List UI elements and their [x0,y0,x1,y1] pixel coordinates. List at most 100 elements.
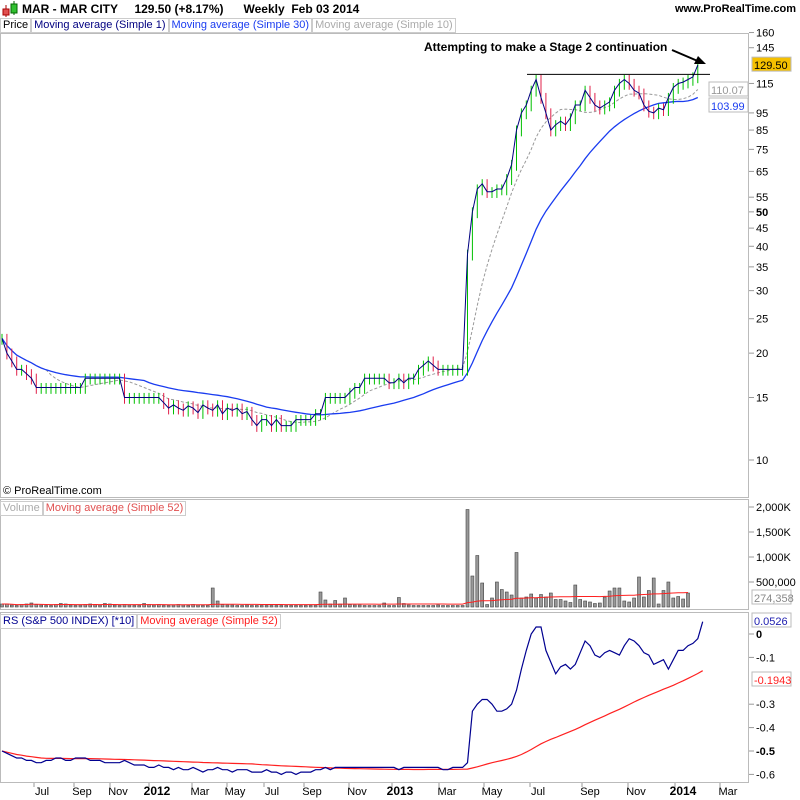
volume-bar [637,576,641,608]
volume-bar [127,604,132,608]
volume-bar [548,592,553,608]
price-tick-label: 35 [756,262,768,274]
rs-tick-label: -0.5 [756,746,775,758]
volume-bar [343,597,347,608]
legend-volume-ma52[interactable]: Moving average (Simple 52) [42,501,187,516]
volume-bar [117,605,122,608]
volume-bar [656,603,661,608]
volume-bar [73,605,78,608]
volume-bar [186,605,190,608]
volume-bar [671,597,676,608]
legend-rs[interactable]: RS (S&P 500 INDEX) [*10] [0,614,138,629]
volume-bar [44,605,48,608]
volume-bar [230,604,235,608]
rs-tick-label: -0.6 [756,769,775,781]
volume-bar [475,555,480,608]
x-tick-label: Mar [719,786,738,798]
legend-ma10[interactable]: Moving average (Simple 10) [312,18,456,33]
volume-bar [269,605,274,608]
price-tick-label: 145 [756,43,774,55]
price-tick-label: 45 [756,223,768,235]
volume-bar [622,600,627,608]
volume-bar [431,605,436,608]
volume-bar [181,604,186,608]
volume-bar [78,604,83,608]
volume-legend: Volume Moving average (Simple 52) [0,501,187,516]
legend-price[interactable]: Price [0,18,32,33]
x-tick-label: May [482,786,503,798]
volume-bar [210,587,215,608]
volume-bar [255,605,259,608]
annotation-text: Attempting to make a Stage 2 continuatio… [424,40,668,54]
volume-bar [259,605,264,608]
arrow-head-icon [694,56,706,64]
rs-tick-label: -0.3 [756,699,775,711]
volume-bar [563,600,568,608]
volume-bar [152,604,156,608]
last-rs-ma-label-box [751,671,792,687]
volume-bar [245,604,249,608]
volume-bar [240,605,244,608]
last-price-label: 129.50 [754,60,788,72]
legend-ma1[interactable]: Moving average (Simple 1) [31,18,169,33]
volume-bar [289,605,293,608]
price-tick-label: 85 [756,125,768,137]
volume-bar [318,591,323,608]
volume-bar [661,590,666,608]
x-tick-label: Sep [302,786,322,798]
price-tick-label: 25 [756,314,768,326]
volume-bar [294,605,298,608]
chart-header: MAR - MAR CITY 129.50 (+8.17%) Weekly Fe… [0,0,800,18]
volume-bar [206,605,210,608]
volume-bar [426,605,431,608]
volume-bar [58,603,63,608]
legend-ma30[interactable]: Moving average (Simple 30) [168,18,313,33]
volume-bar [597,602,602,608]
volume-bar [39,604,44,608]
volume-bar [382,602,387,608]
volume-tick-label: 1,500K [756,527,792,539]
volume-bar [323,599,328,608]
last-rs-ma-label: -0.1943 [754,675,791,687]
rs-tick-label: 0 [756,629,762,641]
volume-bar [112,604,117,608]
volume-bar [509,594,514,608]
volume-bar [416,605,421,608]
volume-bar [352,604,357,608]
last-volume-ma-label: 274,358 [754,593,794,605]
volume-tick-label: 1,000K [756,552,792,564]
rs-tick-label: -0.4 [756,723,775,735]
volume-bar [411,605,416,608]
volume-bar [372,605,377,608]
volume-bar [646,590,651,608]
volume-bar [308,605,313,608]
price-tick-label: 55 [756,192,768,204]
price-tick-label: 40 [756,241,768,253]
volume-bar [588,601,592,608]
x-tick-label: 2013 [387,784,414,798]
volume-bar [142,603,146,608]
volume-bar [171,604,176,608]
volume-bar [279,605,284,608]
volume-bar [441,605,445,608]
volume-bar [558,599,563,608]
volume-bar [137,605,141,608]
volume-bar [455,605,460,608]
volume-bar [514,552,519,608]
legend-rs-ma52[interactable]: Moving average (Simple 52) [137,614,281,629]
volume-bar [250,605,254,608]
x-tick-label: Jul [531,786,545,798]
volume-bar [362,605,367,608]
x-tick-label: Mar [438,786,457,798]
volume-bar [201,605,205,608]
legend-volume[interactable]: Volume [0,501,43,516]
volume-bar [367,605,372,608]
volume-bar [495,581,499,608]
x-tick-label: Sep [580,786,600,798]
volume-bar [568,602,573,608]
price-tick-label: 160 [756,28,774,40]
volume-ma52-line [2,592,689,606]
volume-bar [235,605,239,608]
site-link[interactable]: www.ProRealTime.com [674,3,796,15]
